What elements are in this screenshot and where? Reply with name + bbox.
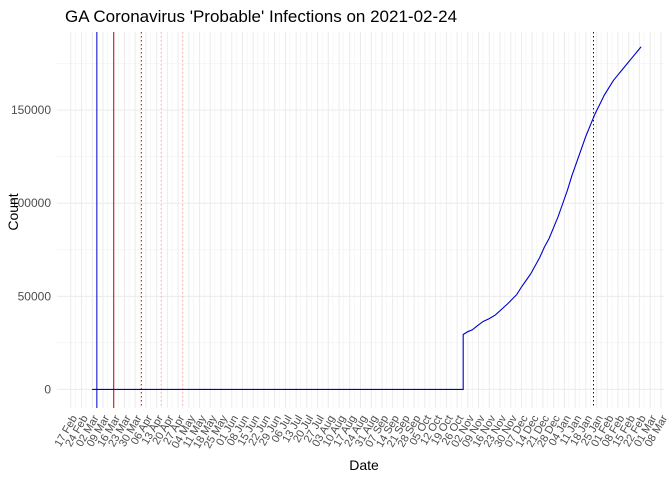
series-line (92, 46, 642, 390)
data-point (562, 202, 564, 204)
data-point (613, 80, 614, 81)
data-point (571, 175, 573, 176)
data-point (608, 87, 610, 89)
y-axis-ticks: 0 50000 100000 150000 (11, 103, 51, 396)
data-point (495, 314, 496, 316)
data-point (557, 215, 559, 217)
data-point (501, 309, 502, 310)
y-tick-label: 150000 (11, 103, 51, 117)
data-point (599, 104, 600, 105)
data-point (482, 321, 484, 322)
data-point (622, 68, 623, 70)
data-point (585, 135, 587, 137)
data-point (521, 286, 522, 288)
y-tick-label: 100000 (11, 196, 51, 210)
data-point (590, 124, 591, 126)
data-point (467, 331, 469, 332)
data-point (640, 46, 642, 48)
y-axis-title: Count (5, 193, 21, 230)
data-point (507, 303, 508, 305)
data-point (462, 334, 464, 335)
y-tick-label: 50000 (18, 289, 52, 303)
data-point (617, 74, 619, 76)
data-point (539, 256, 541, 258)
grid-major (57, 32, 664, 408)
data-point (553, 227, 554, 228)
data-point (472, 329, 473, 331)
chart-title: GA Coronavirus 'Probable' Infections on … (65, 7, 457, 26)
data-point (511, 298, 513, 300)
data-point (603, 94, 605, 96)
data-point (631, 57, 633, 59)
data-point (534, 265, 536, 266)
data-point (544, 246, 545, 248)
data-point (636, 52, 637, 53)
data-point (594, 113, 596, 115)
data-point (626, 63, 628, 64)
data-point (476, 325, 478, 327)
data-point (576, 161, 577, 163)
data-point (548, 238, 550, 239)
data-point (462, 389, 464, 390)
data-point (516, 294, 518, 295)
data-point (91, 389, 93, 390)
grid-minor (57, 32, 664, 408)
data-point (567, 189, 568, 191)
data-point (580, 148, 582, 150)
series-group (91, 46, 642, 390)
reference-lines (96, 32, 594, 408)
data-point (488, 318, 490, 319)
data-point (530, 273, 531, 275)
y-tick-label: 0 (44, 382, 51, 396)
x-axis-title: Date (349, 457, 379, 473)
data-point (525, 280, 527, 281)
